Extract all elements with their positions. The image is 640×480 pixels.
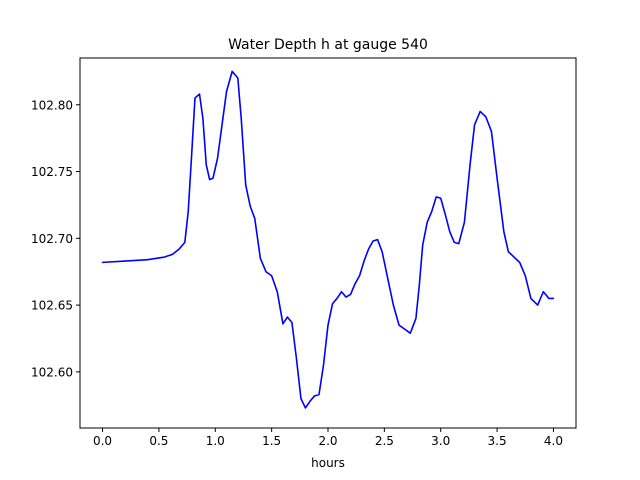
x-axis-label: hours — [311, 456, 345, 470]
x-tick-label: 3.5 — [488, 434, 507, 448]
x-tick-label: 1.0 — [206, 434, 225, 448]
y-tick-label: 102.60 — [31, 365, 73, 379]
x-tick-label: 2.0 — [318, 434, 337, 448]
x-tick-label: 0.0 — [93, 434, 112, 448]
x-tick-label: 2.5 — [375, 434, 394, 448]
x-tick-label: 0.5 — [149, 434, 168, 448]
series-layer — [101, 70, 555, 409]
series-line-0 — [101, 70, 555, 409]
y-tick-label: 102.75 — [31, 165, 73, 179]
chart-title: Water Depth h at gauge 540 — [228, 37, 428, 53]
y-tick-label: 102.65 — [31, 299, 73, 313]
x-tick-label: 1.5 — [262, 434, 281, 448]
x-tick-label: 4.0 — [544, 434, 563, 448]
x-axis: 0.0 0.5 1.0 1.5 2.0 2.5 3.0 3.5 4.0 — [93, 428, 563, 448]
x-tick-label: 3.0 — [431, 434, 450, 448]
y-tick-label: 102.70 — [31, 232, 73, 246]
y-axis: 102.60 102.65 102.70 102.75 102.80 — [31, 98, 80, 379]
y-tick-label: 102.80 — [31, 98, 73, 112]
